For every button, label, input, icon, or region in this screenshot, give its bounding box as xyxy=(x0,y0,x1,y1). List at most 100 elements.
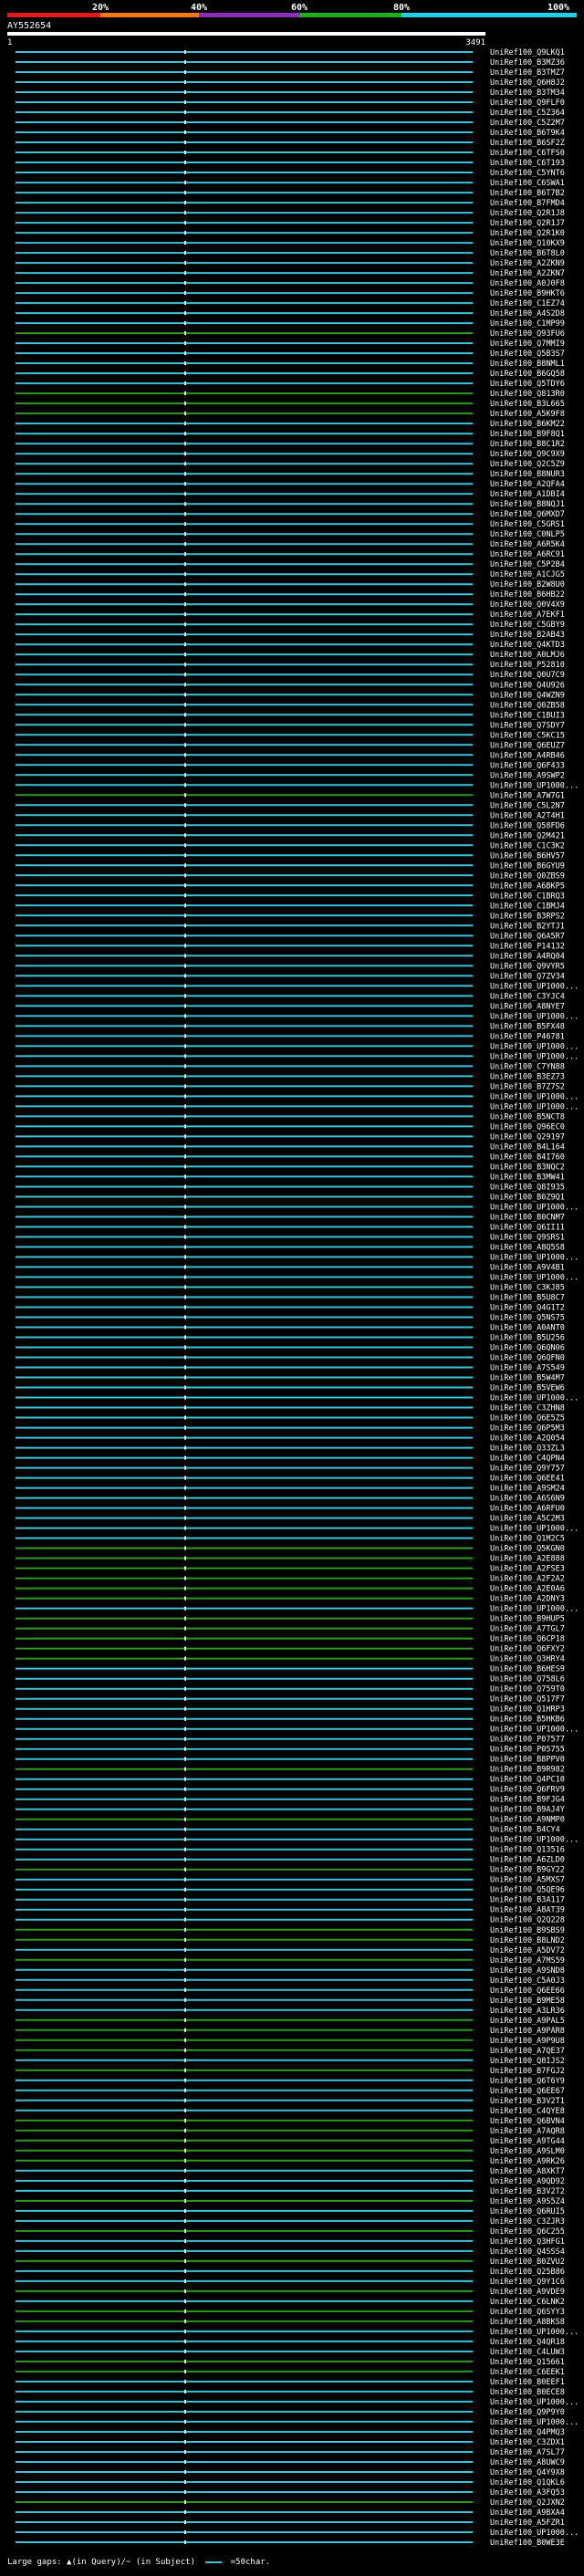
hit-label[interactable]: UniRef100_C1BUI3 xyxy=(490,711,565,720)
hit-label[interactable]: UniRef100_C4LUW3 xyxy=(490,2348,565,2357)
hit-label[interactable]: UniRef100_B3L665 xyxy=(490,400,565,409)
hit-label[interactable]: UniRef100_A0ANT0 xyxy=(490,1324,565,1333)
hit-label[interactable]: UniRef100_P46781 xyxy=(490,1032,565,1041)
hit-label[interactable]: UniRef100_UP1000... xyxy=(490,1092,579,1101)
hit-label[interactable]: UniRef100_B5W4M7 xyxy=(490,1374,565,1383)
hit-label[interactable]: UniRef100_Q7SDY7 xyxy=(490,721,565,730)
hit-label[interactable]: UniRef100_Q33ZL3 xyxy=(490,1444,565,1454)
hit-label[interactable]: UniRef100_B0EEF1 xyxy=(490,2378,565,2387)
hit-label[interactable]: UniRef100_Q29197 xyxy=(490,1132,565,1142)
hit-label[interactable]: UniRef100_A9NMP0 xyxy=(490,1816,565,1825)
hit-label[interactable]: UniRef100_B9AJ4Y xyxy=(490,1806,565,1815)
hit-label[interactable]: UniRef100_Q4SSS4 xyxy=(490,2247,565,2257)
hit-label[interactable]: UniRef100_A6RC91 xyxy=(490,550,565,559)
hit-label[interactable]: UniRef100_P52810 xyxy=(490,661,565,670)
hit-label[interactable]: UniRef100_B0WE3E xyxy=(490,2539,565,2548)
hit-label[interactable]: UniRef100_Q6EUZ7 xyxy=(490,741,565,750)
hit-label[interactable]: UniRef100_P07577 xyxy=(490,1736,565,1745)
hit-label[interactable]: UniRef100_A0J0F8 xyxy=(490,279,565,288)
hit-label[interactable]: UniRef100_A8UWC9 xyxy=(490,2458,565,2467)
hit-label[interactable]: UniRef100_B9FJG4 xyxy=(490,1796,565,1805)
hit-label[interactable]: UniRef100_B0ZVU2 xyxy=(490,2258,565,2267)
hit-label[interactable]: UniRef100_Q9Y1C6 xyxy=(490,2278,565,2287)
hit-label[interactable]: UniRef100_A7S549 xyxy=(490,1364,565,1373)
hit-label[interactable]: UniRef100_Q0V4X9 xyxy=(490,600,565,610)
hit-label[interactable]: UniRef100_A6R5K4 xyxy=(490,540,565,549)
hit-label[interactable]: UniRef100_Q2C5Z9 xyxy=(490,460,565,469)
hit-label[interactable]: UniRef100_C3KJ85 xyxy=(490,1284,565,1293)
hit-label[interactable]: UniRef100_B8LND2 xyxy=(490,1936,565,1945)
hit-label[interactable]: UniRef100_C1C3K2 xyxy=(490,841,565,850)
hit-label[interactable]: UniRef100_A4RB46 xyxy=(490,751,565,760)
hit-label[interactable]: UniRef100_Q4WZN9 xyxy=(490,691,565,700)
hit-label[interactable]: UniRef100_UP1000... xyxy=(490,781,579,790)
hit-label[interactable]: UniRef100_C6EEK1 xyxy=(490,2368,565,2377)
hit-label[interactable]: UniRef100_A8NYE7 xyxy=(490,1002,565,1011)
hit-label[interactable]: UniRef100_Q15661 xyxy=(490,2358,565,2367)
hit-label[interactable]: UniRef100_A2Q054 xyxy=(490,1434,565,1444)
hit-label[interactable]: UniRef100_A3LR36 xyxy=(490,2007,565,2016)
hit-label[interactable]: UniRef100_A9SND8 xyxy=(490,1966,565,1976)
hit-label[interactable]: UniRef100_Q5TDY6 xyxy=(490,380,565,389)
hit-label[interactable]: UniRef100_A8BKS8 xyxy=(490,2318,565,2327)
hit-label[interactable]: UniRef100_B6GQ58 xyxy=(490,370,565,379)
hit-label[interactable]: UniRef100_Q6QFN0 xyxy=(490,1354,565,1363)
hit-label[interactable]: UniRef100_Q6P5M3 xyxy=(490,1424,565,1434)
hit-label[interactable]: UniRef100_B2YTJ1 xyxy=(490,922,565,931)
hit-label[interactable]: UniRef100_C3ZDX1 xyxy=(490,2438,565,2447)
hit-label[interactable]: UniRef100_C5L2N7 xyxy=(490,801,565,810)
hit-label[interactable]: UniRef100_C5Z364 xyxy=(490,109,565,118)
hit-label[interactable]: UniRef100_B6HB22 xyxy=(490,590,565,600)
hit-label[interactable]: UniRef100_B6KM22 xyxy=(490,420,565,429)
hit-label[interactable]: UniRef100_Q6EE66 xyxy=(490,1987,565,1996)
hit-label[interactable]: UniRef100_A2ZKN9 xyxy=(490,259,565,268)
hit-label[interactable]: UniRef100_Q7MMI9 xyxy=(490,339,565,349)
hit-label[interactable]: UniRef100_A5K9F8 xyxy=(490,410,565,419)
hit-label[interactable]: UniRef100_A6RFU0 xyxy=(490,1505,565,1514)
hit-label[interactable]: UniRef100_Q9VYR5 xyxy=(490,962,565,971)
hit-label[interactable]: UniRef100_B6HES9 xyxy=(490,1665,565,1674)
hit-label[interactable]: UniRef100_Q7ZV34 xyxy=(490,972,565,981)
hit-label[interactable]: UniRef100_Q13516 xyxy=(490,1846,565,1855)
hit-label[interactable]: UniRef100_B7FMD4 xyxy=(490,199,565,208)
hit-label[interactable]: UniRef100_A2QFA4 xyxy=(490,480,565,489)
hit-label[interactable]: UniRef100_B4CY4 xyxy=(490,1826,560,1835)
hit-label[interactable]: UniRef100_A5DV72 xyxy=(490,1946,565,1955)
hit-label[interactable]: UniRef100_Q2R1J7 xyxy=(490,219,565,228)
hit-label[interactable]: UniRef100_Q6C255 xyxy=(490,2227,565,2237)
hit-label[interactable]: UniRef100_Q6A5R7 xyxy=(490,932,565,941)
hit-label[interactable]: UniRef100_B5HKB6 xyxy=(490,1716,565,1725)
hit-label[interactable]: UniRef100_A9TG44 xyxy=(490,2137,565,2146)
hit-label[interactable]: UniRef100_A7QE37 xyxy=(490,2047,565,2056)
hit-label[interactable]: UniRef100_A7TGL7 xyxy=(490,1625,565,1634)
hit-label[interactable]: UniRef100_B3RPS2 xyxy=(490,912,565,921)
hit-label[interactable]: UniRef100_Q4PC10 xyxy=(490,1776,565,1785)
hit-label[interactable]: UniRef100_B6GYU9 xyxy=(490,861,565,871)
hit-label[interactable]: UniRef100_C5YNT6 xyxy=(490,169,565,178)
hit-label[interactable]: UniRef100_UP1000... xyxy=(490,1102,579,1111)
hit-label[interactable]: UniRef100_B5U256 xyxy=(490,1334,565,1343)
hit-label[interactable]: UniRef100_Q9LKQ1 xyxy=(490,48,565,57)
hit-label[interactable]: UniRef100_A9PAR8 xyxy=(490,2027,565,2036)
hit-label[interactable]: UniRef100_B6T7B2 xyxy=(490,189,565,198)
hit-label[interactable]: UniRef100_Q6EE41 xyxy=(490,1475,565,1484)
hit-label[interactable]: UniRef100_Q5KGN0 xyxy=(490,1545,565,1554)
hit-label[interactable]: UniRef100_Q4Y9X8 xyxy=(490,2468,565,2477)
hit-label[interactable]: UniRef100_Q96EC0 xyxy=(490,1122,565,1132)
hit-label[interactable]: UniRef100_Q8I935 xyxy=(490,1184,565,1193)
hit-label[interactable]: UniRef100_B9HUP5 xyxy=(490,1615,565,1624)
hit-label[interactable]: UniRef100_Q2R1K0 xyxy=(490,229,565,238)
hit-label[interactable]: UniRef100_A7AQR8 xyxy=(490,2127,565,2136)
hit-label[interactable]: UniRef100_B9ME58 xyxy=(490,1997,565,2006)
hit-label[interactable]: UniRef100_UP1000... xyxy=(490,982,579,991)
hit-label[interactable]: UniRef100_A9SWP2 xyxy=(490,771,565,780)
hit-label[interactable]: UniRef100_A2T4H1 xyxy=(490,811,565,820)
hit-label[interactable]: UniRef100_B8C1R2 xyxy=(490,440,565,449)
hit-label[interactable]: UniRef100_A3FQ53 xyxy=(490,2488,565,2498)
hit-label[interactable]: UniRef100_Q758L6 xyxy=(490,1675,565,1684)
hit-label[interactable]: UniRef100_Q6T6Y9 xyxy=(490,2077,565,2086)
hit-label[interactable]: UniRef100_Q1HRP3 xyxy=(490,1705,565,1715)
hit-label[interactable]: UniRef100_Q6QN06 xyxy=(490,1344,565,1353)
hit-label[interactable]: UniRef100_Q9FLF0 xyxy=(490,99,565,108)
hit-label[interactable]: UniRef100_Q1M2C5 xyxy=(490,1535,565,1544)
